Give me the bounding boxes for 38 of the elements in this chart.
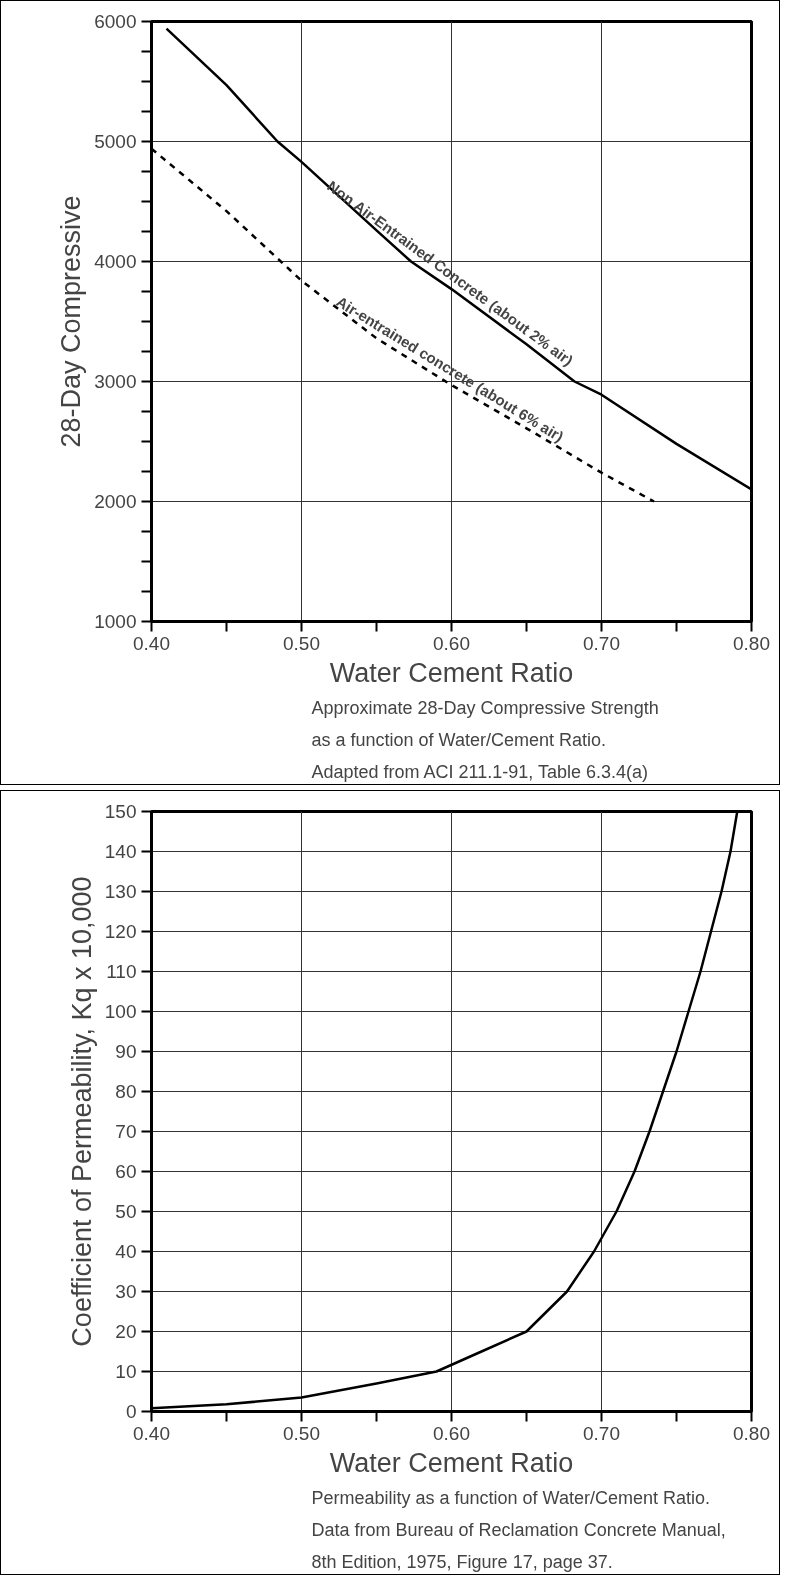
y-tick-label: 130 <box>104 881 137 902</box>
y-tick-label: 90 <box>115 1041 137 1062</box>
y-tick-label: 80 <box>115 1081 137 1102</box>
y-tick-label: 10 <box>115 1361 137 1382</box>
y-tick-label: 50 <box>115 1201 137 1222</box>
y-tick-label: 110 <box>106 961 137 982</box>
y-tick-label: 120 <box>104 921 137 942</box>
y-tick-label: 150 <box>104 801 137 822</box>
y-tick-label: 2000 <box>94 491 137 512</box>
x-tick-label: 0.80 <box>733 1422 770 1444</box>
y-tick-label: 3000 <box>94 371 137 392</box>
x-tick-label: 0.60 <box>433 1422 470 1444</box>
y-tick-label: 60 <box>115 1161 137 1182</box>
x-tick-label: 0.50 <box>283 632 320 654</box>
y-tick-label: 4000 <box>94 251 137 272</box>
y-tick-label: 100 <box>104 1001 137 1022</box>
x-tick-label: 0.50 <box>283 1422 320 1444</box>
x-axis-title: Water Cement Ratio <box>329 657 574 688</box>
text: Approximate 28-Day Compressive Strength as a function of Water/Cement Ratio. Adapted from ACI 211.1-91, Table 6.3.4(a) <box>311 697 659 782</box>
y-tick-label: 1000 <box>94 611 137 632</box>
y-tick-label: 30 <box>115 1281 137 1302</box>
x-axis-title: Water Cement Ratio <box>329 1447 574 1478</box>
y-tick-label: 0 <box>125 1401 137 1422</box>
y-axis-title: 28-Day Compressive <box>56 195 87 448</box>
x-tick-label: 0.70 <box>583 632 620 654</box>
y-tick-label: 140 <box>104 841 137 862</box>
y-tick-label: 40 <box>115 1241 137 1262</box>
y-tick-label: 6000 <box>94 11 137 32</box>
y-axis-title: Coefficient of Permeability, Kq x 10,000 <box>66 876 97 1347</box>
x-tick-label: 0.40 <box>133 1422 170 1444</box>
x-tick-label: 0.40 <box>133 632 170 654</box>
text: Permeability as a function of Water/Cement Ratio. Data from Bureau of Reclamation Concrete Manual, 8th Edition, 1975, Figure 17, page 37. <box>311 1487 726 1572</box>
y-tick-label: 20 <box>115 1321 137 1342</box>
x-tick-label: 0.60 <box>433 632 470 654</box>
x-tick-label: 0.70 <box>583 1422 620 1444</box>
x-tick-label: 0.80 <box>733 632 770 654</box>
y-tick-label: 5000 <box>94 131 137 152</box>
y-tick-label: 70 <box>115 1121 137 1142</box>
